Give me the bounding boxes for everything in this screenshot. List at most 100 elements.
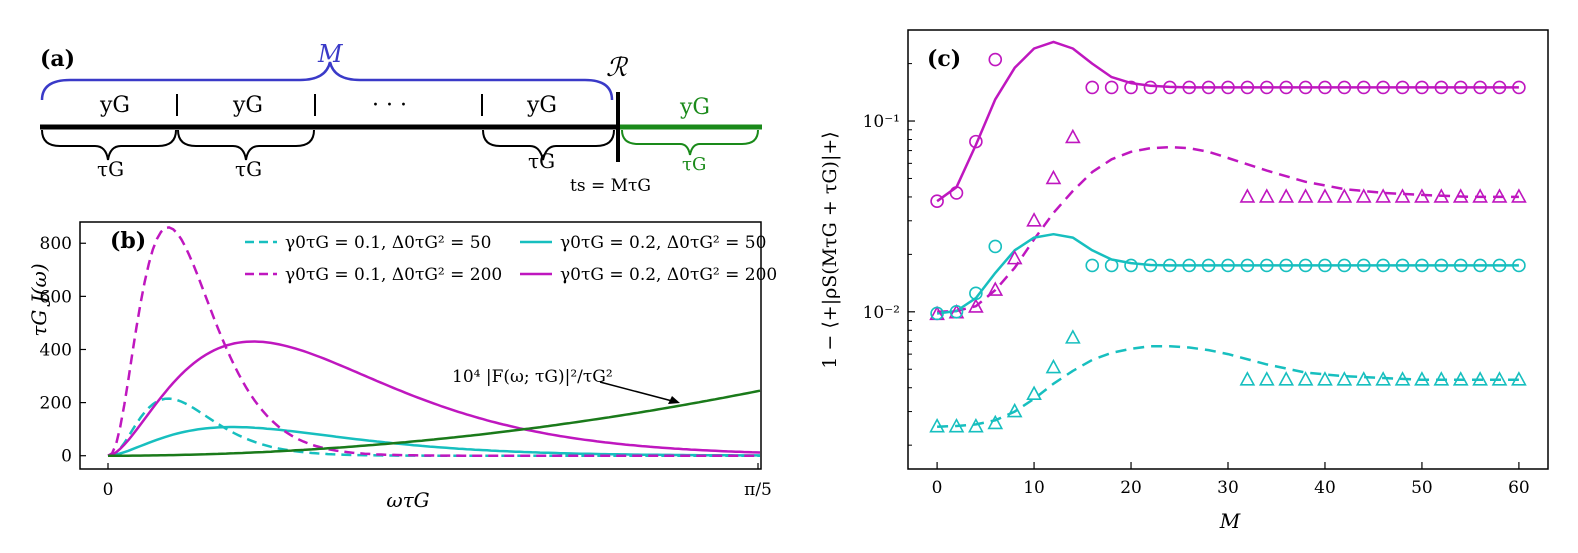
c-curve-1 — [937, 145, 1519, 314]
c-point-circle — [1356, 258, 1371, 273]
b-series-line-2 — [107, 226, 760, 457]
segment-dots: · · · — [372, 93, 407, 118]
c-point-triangle — [1355, 371, 1372, 386]
c-point-circle — [1124, 80, 1138, 95]
green-tau-label: τG — [682, 154, 706, 175]
c-point-circle — [949, 186, 964, 200]
c-point-triangle — [1065, 329, 1081, 344]
b-series-line-1 — [107, 425, 760, 457]
c-point-circle — [1492, 80, 1507, 95]
c-point-triangle — [1317, 371, 1333, 386]
c-point-circle — [1395, 80, 1410, 95]
b-ytick-label: 400 — [40, 340, 72, 360]
c-point-circle — [988, 52, 1003, 67]
filter-annotation-arrow — [599, 381, 677, 403]
segment-top-label-2: yG — [232, 93, 263, 118]
c-point-triangle — [1491, 371, 1508, 386]
c-point-triangle — [1472, 371, 1488, 386]
c-point-circle — [930, 306, 944, 321]
c-point-circle — [1434, 80, 1449, 95]
c-point-circle — [1376, 80, 1390, 95]
c-point-circle — [1221, 258, 1235, 273]
c-point-circle — [1434, 258, 1449, 273]
c-point-circle — [1337, 80, 1352, 95]
c-point-triangle — [1394, 188, 1411, 203]
c-point-circle — [1453, 80, 1468, 95]
c-point-triangle — [1472, 188, 1488, 203]
c-point-circle — [930, 194, 944, 208]
c-point-triangle — [1452, 371, 1469, 386]
b-xtick-label: π/5 — [744, 480, 772, 500]
c-point-circle — [1318, 258, 1332, 273]
c-point-circle — [1415, 80, 1429, 95]
c-point-triangle — [1239, 371, 1256, 386]
c-point-triangle — [1394, 371, 1411, 386]
c-xtick-label: 30 — [1217, 478, 1239, 498]
c-point-triangle — [948, 417, 965, 433]
panel-a-label: (a) — [40, 46, 75, 72]
c-point-triangle — [1278, 188, 1295, 203]
b-series-line-4 — [108, 389, 761, 457]
c-curve-3 — [937, 344, 1519, 428]
c-point-triangle — [1278, 371, 1295, 386]
c-point-circle — [1473, 80, 1487, 95]
c-point-circle — [1356, 80, 1371, 95]
c-point-circle — [969, 286, 983, 301]
panel-b-ylabel: τG J(ω) — [27, 263, 51, 336]
c-point-circle — [1104, 80, 1119, 95]
c-point-triangle — [929, 417, 945, 433]
b-ytick-label: 600 — [40, 287, 72, 307]
c-point-circle — [1453, 258, 1468, 273]
c-point-circle — [1512, 258, 1526, 273]
panel-c-ylabel: 1 − ⟨+|ρS(MτG + τG)|+⟩ — [819, 131, 841, 368]
c-point-triangle — [1006, 402, 1023, 418]
c-point-circle — [1473, 258, 1487, 273]
c-point-triangle — [1433, 188, 1450, 203]
tau-brace-3 — [482, 129, 615, 161]
c-point-triangle — [1452, 188, 1469, 203]
m-brace-label: M — [317, 40, 344, 68]
c-point-triangle — [1065, 128, 1081, 144]
filter-annotation: 10⁴ |F(ω; τG)|²/τG² — [452, 367, 613, 387]
c-point-circle — [1221, 80, 1235, 95]
green-tau-brace — [621, 129, 759, 156]
panel-a-timeline: (a) M yG yG · · · yG τG τG τG ℛ ts = MτG… — [40, 40, 762, 196]
panel-b-xlabel: ωτG — [386, 488, 429, 512]
c-point-triangle — [1355, 188, 1372, 203]
tau-brace-1 — [41, 129, 177, 161]
c-ytick-label: 10⁻² — [863, 303, 900, 323]
r-marker-label: ℛ — [606, 53, 629, 83]
c-point-circle — [1259, 258, 1274, 273]
c-xtick-label: 40 — [1314, 478, 1336, 498]
c-point-triangle — [1414, 188, 1430, 203]
c-point-circle — [1395, 258, 1410, 273]
segment-top-label-3: yG — [526, 93, 557, 118]
c-point-triangle — [1006, 249, 1023, 265]
ts-label: ts = MτG — [570, 176, 651, 196]
c-xtick-label: 0 — [932, 478, 943, 498]
b-legend-label-0: γ0τG = 0.1, Δ0τG² = 50 — [285, 233, 491, 253]
b-ytick-label: 200 — [40, 394, 72, 414]
c-point-circle — [1104, 258, 1119, 273]
c-point-circle — [1512, 80, 1526, 95]
c-point-triangle — [1045, 358, 1062, 374]
c-point-triangle — [1511, 371, 1527, 386]
b-legend-label-1: γ0τG = 0.2, Δ0τG² = 50 — [560, 233, 766, 253]
c-point-circle — [949, 305, 964, 319]
b-series-line-3 — [107, 340, 761, 457]
c-point-triangle — [1026, 212, 1042, 227]
c-xtick-label: 60 — [1508, 478, 1530, 498]
c-point-circle — [1318, 80, 1332, 95]
c-point-triangle — [1336, 371, 1353, 386]
c-point-circle — [1124, 258, 1138, 273]
b-legend-label-2: γ0τG = 0.1, Δ0τG² = 200 — [285, 265, 502, 285]
panel-b-legend: γ0τG = 0.1, Δ0τG² = 50 γ0τG = 0.2, Δ0τG² … — [245, 233, 777, 285]
c-point-circle — [1085, 80, 1100, 95]
m-brace — [40, 61, 614, 101]
panel-b-chart: (b) 0 200 400 600 800 0 π/5 10⁴ |F(ω; τG)|²/τ… — [27, 221, 777, 512]
b-legend-label-3: γ0τG = 0.2, Δ0τG² = 200 — [560, 265, 777, 285]
green-top-label: yG — [679, 95, 710, 120]
c-point-circle — [1279, 258, 1293, 273]
c-point-circle — [1182, 80, 1197, 95]
